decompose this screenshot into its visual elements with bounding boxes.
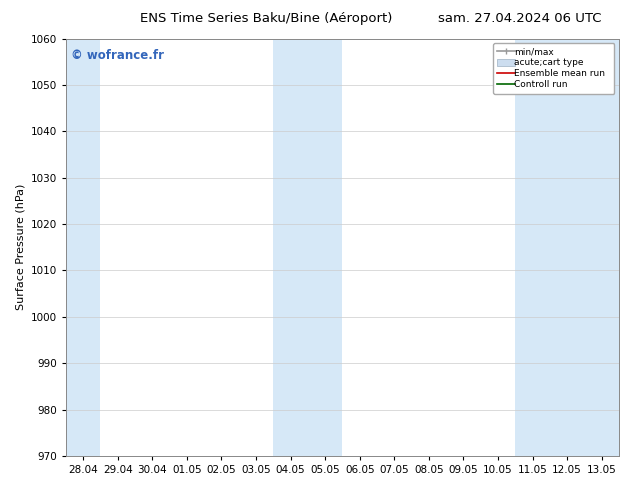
- Text: sam. 27.04.2024 06 UTC: sam. 27.04.2024 06 UTC: [438, 12, 602, 25]
- Bar: [515, 39, 619, 456]
- Y-axis label: Surface Pressure (hPa): Surface Pressure (hPa): [15, 184, 25, 311]
- Bar: [66, 39, 100, 456]
- Bar: [273, 39, 342, 456]
- Legend: min/max, acute;cart type, Ensemble mean run, Controll run: min/max, acute;cart type, Ensemble mean …: [493, 43, 614, 94]
- Text: © wofrance.fr: © wofrance.fr: [72, 49, 164, 62]
- Text: ENS Time Series Baku/Bine (Aéroport): ENS Time Series Baku/Bine (Aéroport): [140, 12, 392, 25]
